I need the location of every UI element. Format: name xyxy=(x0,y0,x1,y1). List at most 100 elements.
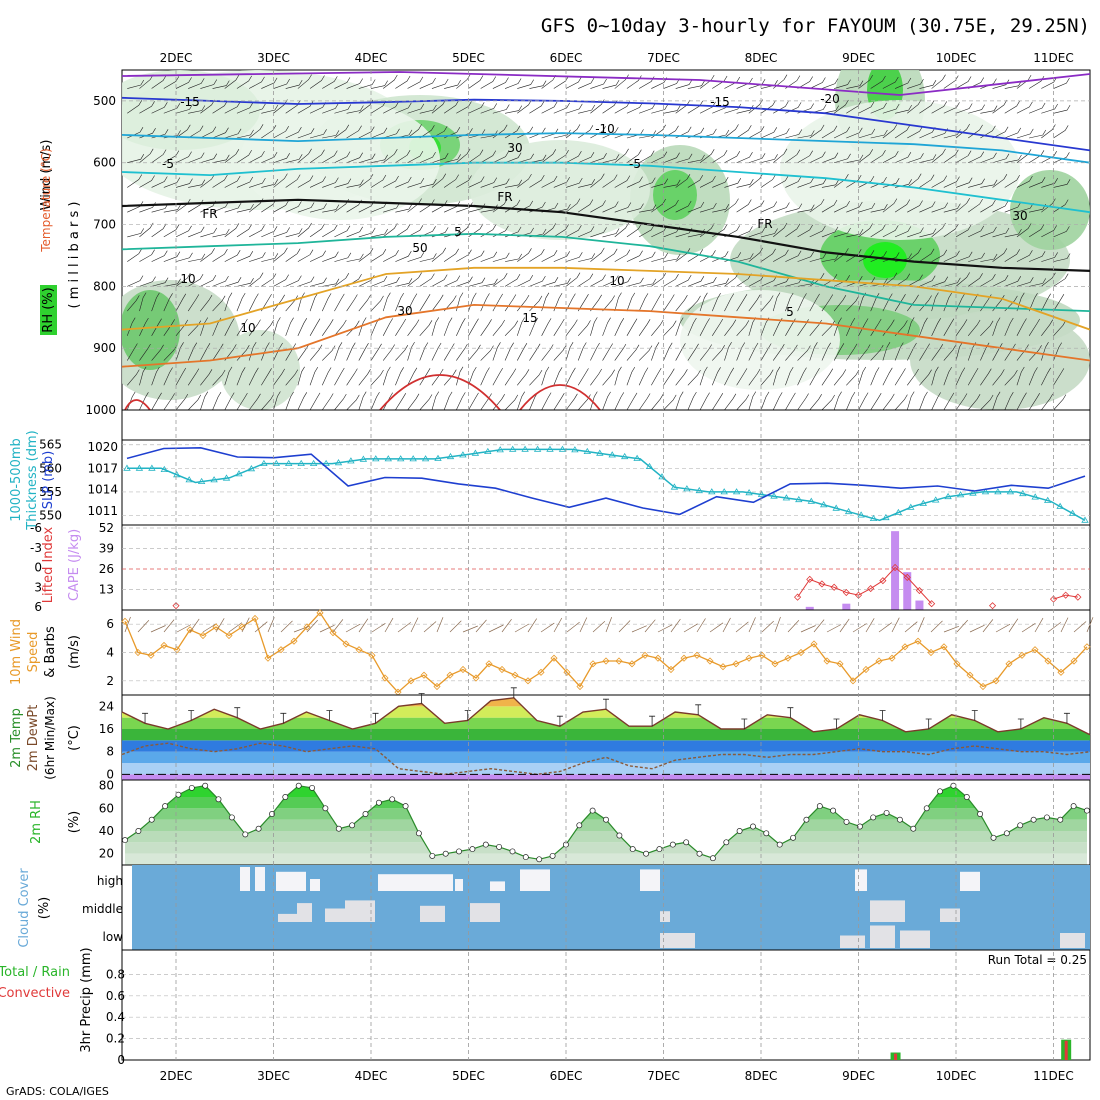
wind-barb xyxy=(241,617,250,633)
upper-wind-barb xyxy=(261,104,279,114)
upper-wind-barb xyxy=(407,76,424,89)
upper-spacer xyxy=(121,409,1091,441)
rh-point xyxy=(963,794,970,800)
upper-wind-barb xyxy=(1016,250,1033,262)
upper-wind-barb xyxy=(858,128,876,139)
upper-wind-barb xyxy=(833,295,847,312)
upper-wind-barb xyxy=(1041,367,1051,386)
upper-wind-barb xyxy=(505,179,523,188)
upper-wind-barb xyxy=(1053,368,1065,386)
upper-wind-barb xyxy=(358,294,371,312)
upper-wind-barb xyxy=(919,154,937,164)
wind-barb xyxy=(982,619,994,633)
upper-wind-barb xyxy=(968,198,983,213)
upper-wind-barb xyxy=(882,393,895,410)
upper-wind-barb xyxy=(809,319,822,337)
upper-wind-barb xyxy=(846,369,860,386)
upper-wind-barb xyxy=(882,178,900,188)
upper-wind-barb xyxy=(614,202,632,213)
upper-wind-barbs xyxy=(126,74,1071,410)
upper-wind-barb xyxy=(163,278,181,287)
temp-band xyxy=(122,774,1090,780)
wind-speed-point xyxy=(290,637,298,645)
upper-wind-barb xyxy=(504,368,517,386)
upper-wind-barb xyxy=(492,252,510,262)
upper-wind-barb xyxy=(1053,253,1071,262)
upper-wind-barb xyxy=(663,179,681,188)
upper-wind-barb xyxy=(821,394,835,410)
wind-speed-point xyxy=(771,660,779,668)
upper-wind-barb xyxy=(772,392,783,410)
wind-speed-point xyxy=(225,631,233,640)
upper-wind-barb xyxy=(833,369,847,386)
upper-wind-barb xyxy=(322,150,338,163)
thickness-point xyxy=(645,462,654,469)
thickness-point xyxy=(185,476,193,483)
upper-wind-barb xyxy=(517,79,534,89)
rh-point xyxy=(723,839,730,846)
upper-wind-barb xyxy=(248,319,261,336)
upper-wind-barb xyxy=(712,150,728,163)
upper-wind-barb xyxy=(651,151,668,163)
upper-wind-barb xyxy=(772,222,788,238)
upper-wind-barb xyxy=(261,273,277,287)
upper-wind-barb xyxy=(127,248,143,262)
upper-wind-barb xyxy=(931,366,939,386)
upper-wind-barb xyxy=(1041,393,1054,410)
upper-wind-barb xyxy=(675,274,692,287)
upper-wind-barb xyxy=(870,129,888,139)
wind-barb xyxy=(189,618,200,633)
precip-label-a: Total / Rain xyxy=(0,965,70,980)
upper-wind-barb xyxy=(968,104,985,114)
upper-wind-barb xyxy=(334,104,352,114)
bottom-date-label: 4DEC xyxy=(355,1069,388,1083)
wind-speed-point xyxy=(706,657,714,665)
upper-wind-barb xyxy=(309,392,321,410)
wind-barb xyxy=(592,621,606,633)
rh-point xyxy=(309,784,316,791)
rh-point xyxy=(175,791,182,798)
cloud-layer-label: middle xyxy=(82,902,123,916)
upper-wind-barb xyxy=(212,295,226,312)
upper-wind-barb xyxy=(955,341,963,361)
upper-wind-barb xyxy=(821,320,835,337)
upper-wind-barb xyxy=(175,393,189,410)
wind-barb xyxy=(579,617,588,633)
upper-wind-barb xyxy=(809,293,820,312)
thickness-point xyxy=(944,492,952,500)
upper-wind-barb xyxy=(468,344,481,361)
upper-wind-barb xyxy=(444,154,461,164)
upper-wind-barb xyxy=(821,368,834,386)
upper-wind-barb xyxy=(833,126,850,139)
wind-barb xyxy=(358,618,369,633)
cloud-gap xyxy=(840,935,865,948)
upper-wind-barb xyxy=(529,174,545,188)
temp-minmax xyxy=(234,707,241,718)
upper-wind-barb xyxy=(322,76,338,89)
upper-wind-barb xyxy=(907,153,924,164)
upper-wind-barb xyxy=(492,151,509,163)
upper-wind-barb xyxy=(224,392,235,410)
upper-wind-barb xyxy=(261,226,278,238)
wind-speed-point xyxy=(914,637,922,645)
upper-wind-barb xyxy=(322,319,334,336)
upper-wind-barb xyxy=(200,369,213,386)
upper-wind-barb xyxy=(821,253,839,262)
wind-barb xyxy=(852,623,867,633)
upper-wind-barb xyxy=(517,248,532,262)
upper-wind-barb xyxy=(919,391,928,410)
upper-wind-barb xyxy=(834,153,851,164)
upper-wind-barb xyxy=(273,294,285,312)
li-point xyxy=(793,593,802,601)
thickness-point xyxy=(135,464,144,471)
rh-shade xyxy=(122,70,260,150)
upper-wind-barb xyxy=(565,252,583,262)
upper-wind-barb xyxy=(358,391,367,410)
top-date-label: 9DEC xyxy=(842,51,875,65)
upper-wind-barb xyxy=(907,200,923,213)
upper-wind-barb xyxy=(1041,178,1058,188)
upper-wind-barb xyxy=(870,204,888,213)
upper-wind-barb xyxy=(541,101,558,114)
upper-wind-barb xyxy=(261,77,278,89)
upper-wind-barb xyxy=(992,99,1008,114)
